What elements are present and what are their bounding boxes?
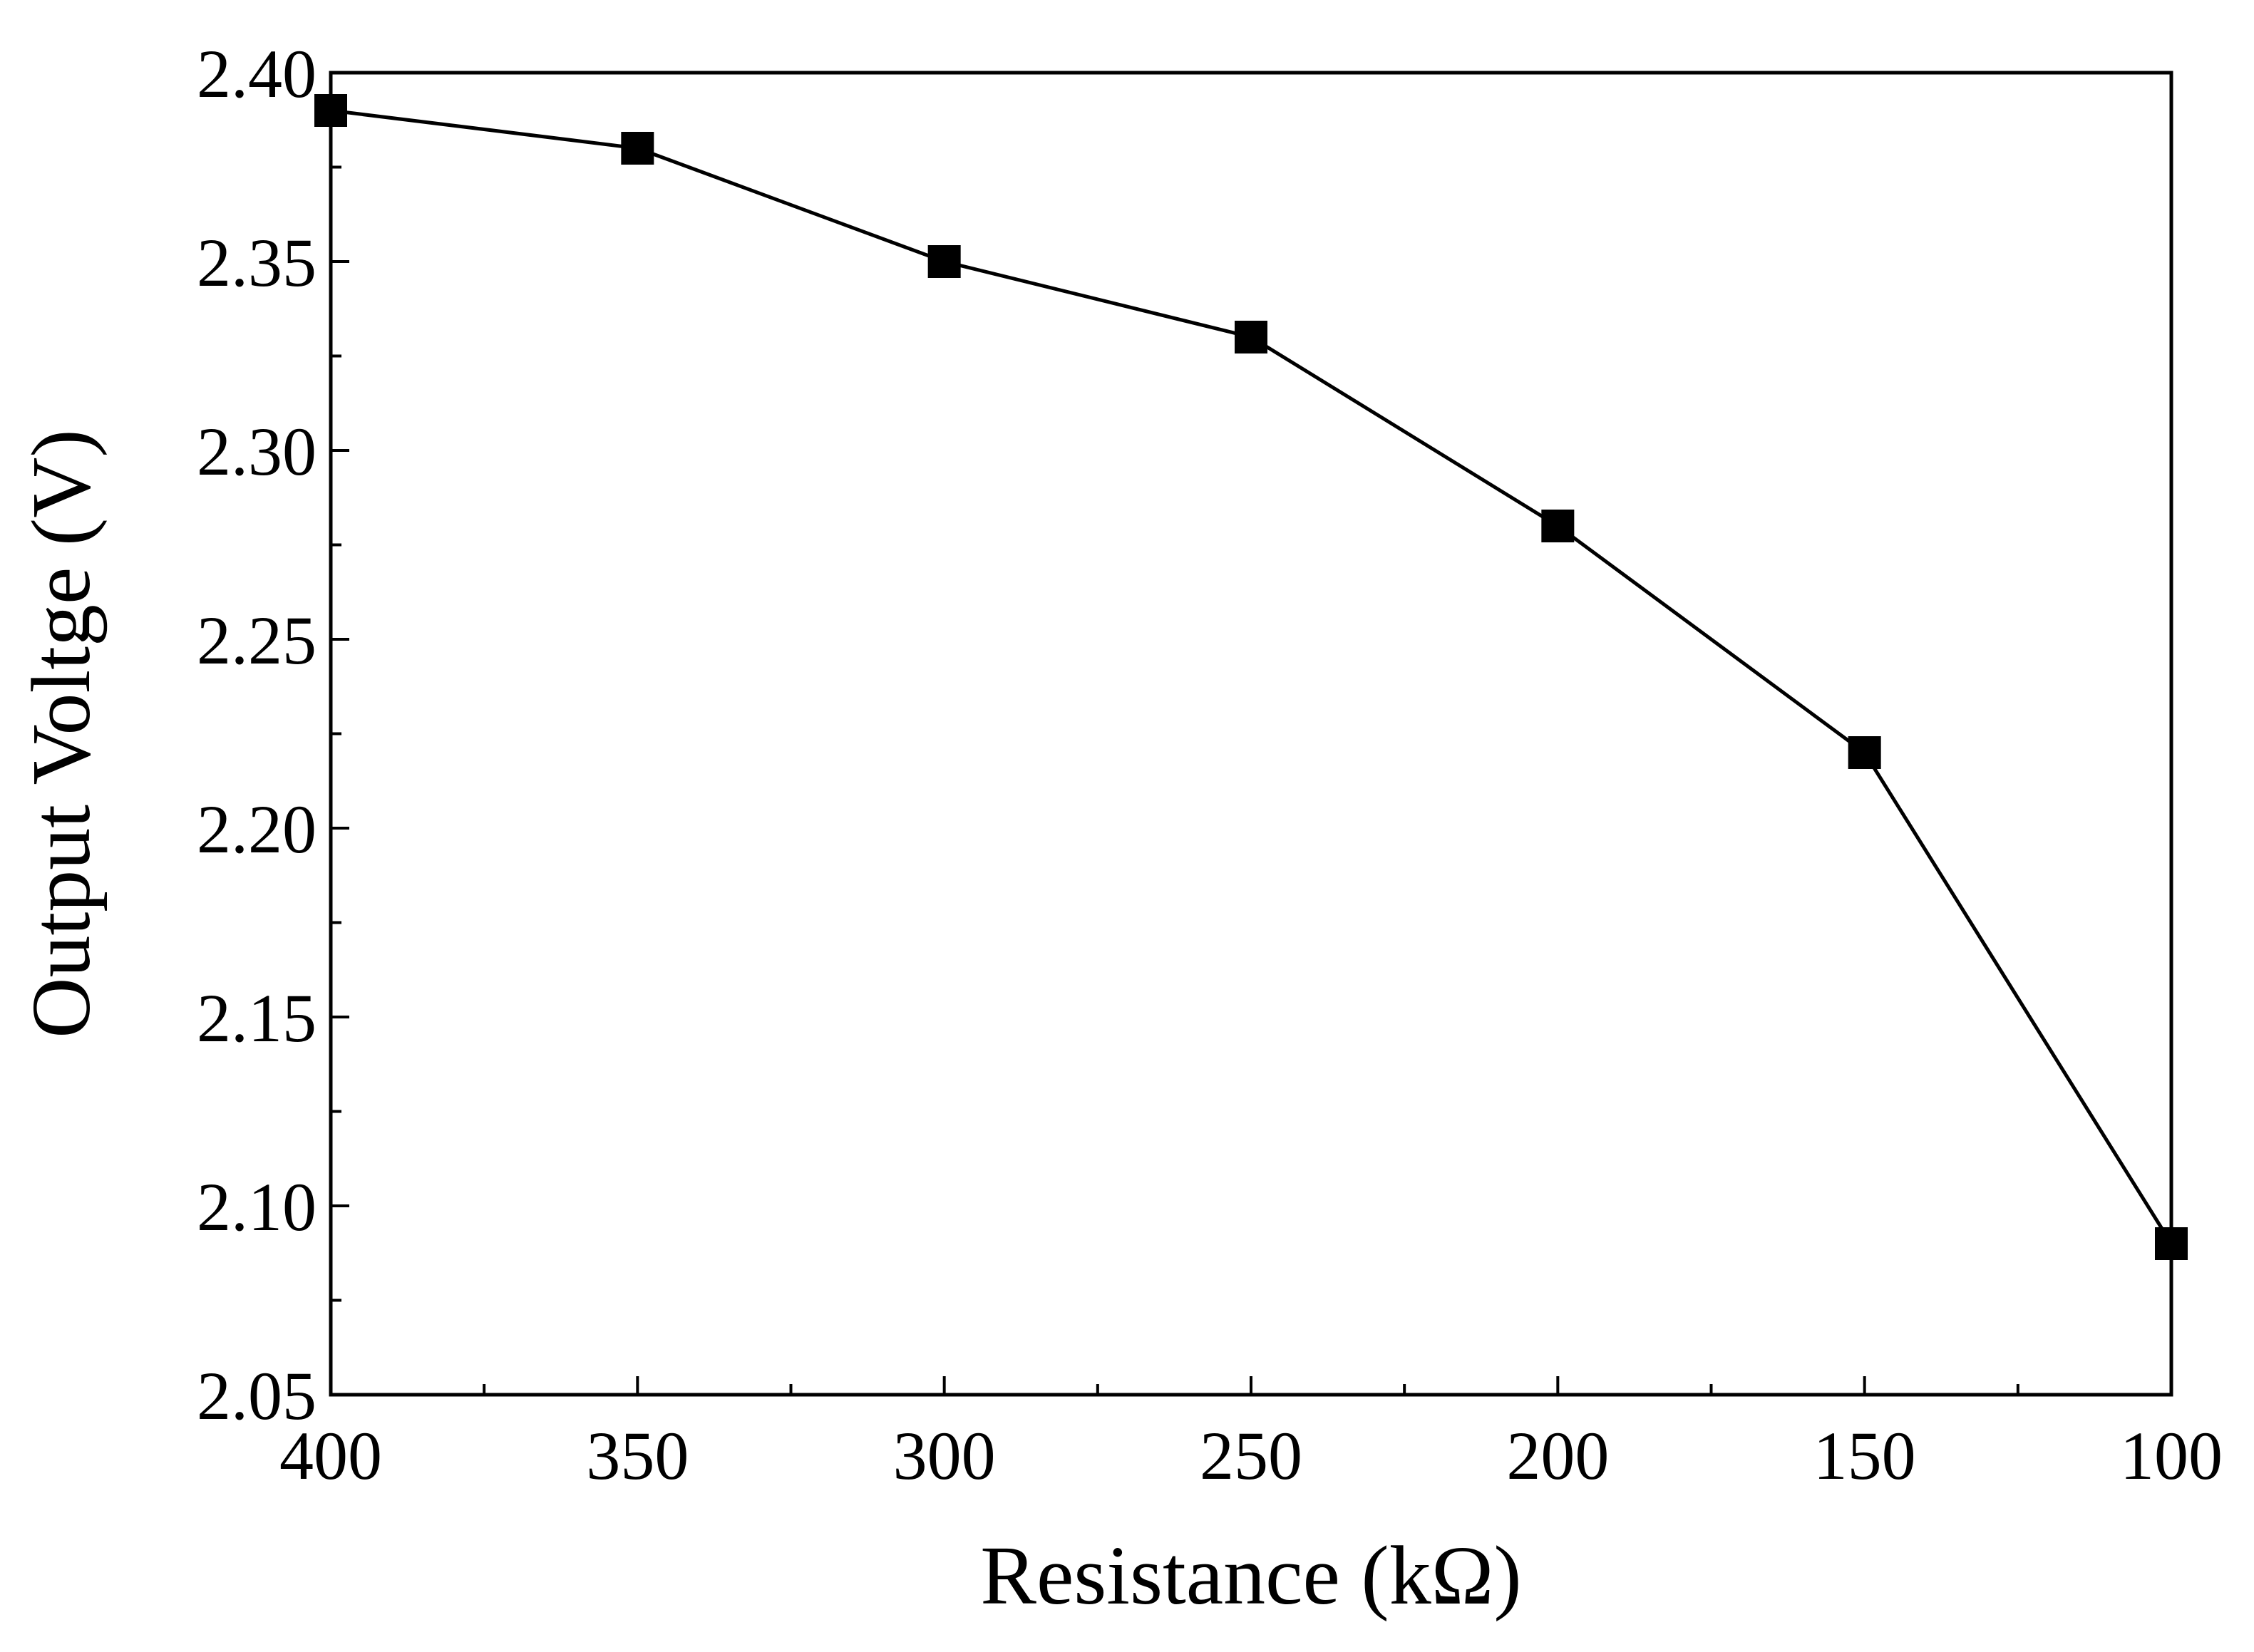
x-tick-label: 100 — [2120, 1418, 2223, 1494]
y-tick-label: 2.25 — [197, 602, 317, 678]
tick-labels: 400 350 300 250 200 150 100 2.05 2.10 2.15 2.20 2.2… — [197, 36, 2223, 1494]
y-tick-label: 2.30 — [197, 413, 317, 490]
y-tick-label: 2.05 — [197, 1358, 317, 1434]
data-point-marker — [1235, 321, 1267, 353]
data-point-marker — [1541, 510, 1575, 542]
y-tick-label: 2.15 — [197, 980, 317, 1056]
data-point-marker — [927, 245, 961, 278]
y-tick-label: 2.35 — [197, 224, 317, 301]
y-tick-label: 2.40 — [197, 36, 317, 112]
x-tick-label: 150 — [1813, 1418, 1916, 1494]
x-tick-label: 200 — [1506, 1418, 1609, 1494]
x-axis-title: Resistance (kΩ) — [980, 1529, 1521, 1622]
x-tick-label: 300 — [893, 1418, 996, 1494]
y-axis-title: Output Voltge (V) — [14, 429, 108, 1038]
y-tick-label: 2.10 — [197, 1169, 317, 1245]
data-point-marker — [621, 132, 654, 165]
y-tick-label: 2.20 — [197, 791, 317, 867]
x-tick-label: 250 — [1200, 1418, 1302, 1494]
plot-frame — [329, 71, 2173, 1397]
data-point-marker — [1848, 736, 1881, 769]
x-tick-label: 350 — [586, 1418, 689, 1494]
x-tick-label: 400 — [279, 1418, 382, 1494]
